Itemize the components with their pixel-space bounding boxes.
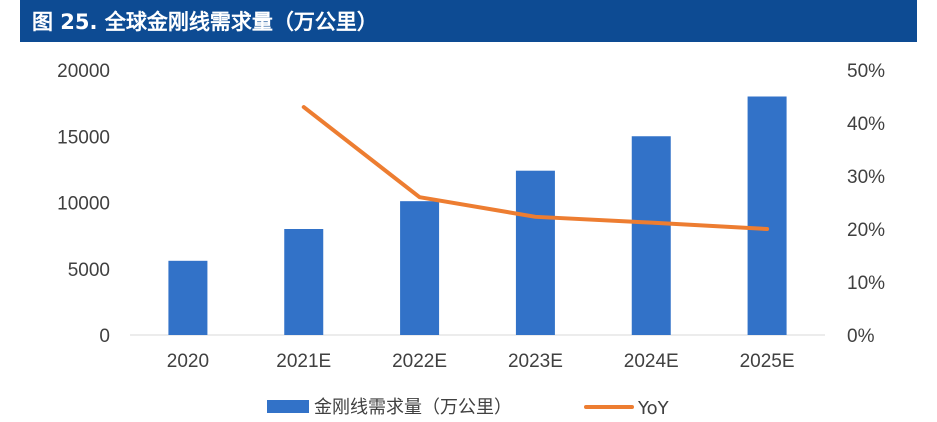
x-tick-label: 2025E	[740, 351, 795, 372]
yoy-point	[765, 227, 769, 231]
legend-bar-swatch	[267, 400, 309, 413]
y-left-tick-label: 20000	[57, 61, 110, 82]
yoy-point	[533, 215, 537, 219]
y-right-tick-label: 0%	[847, 326, 875, 347]
y-left-tick-label: 0	[99, 326, 110, 347]
bar	[747, 96, 787, 335]
legend-bar-label: 金刚线需求量（万公里）	[314, 397, 512, 418]
x-tick-label: 2022E	[392, 351, 447, 372]
x-tick-label: 2023E	[508, 351, 563, 372]
bar	[631, 136, 671, 335]
bar	[168, 260, 208, 335]
y-left-tick-label: 10000	[57, 194, 110, 215]
bar	[400, 201, 440, 335]
y-right-tick-label: 40%	[847, 114, 885, 135]
yoy-point	[302, 105, 306, 109]
x-tick-label: 2020	[167, 351, 209, 372]
x-tick-label: 2024E	[624, 351, 679, 372]
y-right-tick-label: 10%	[847, 273, 885, 294]
legend-line-label: YoY	[637, 398, 670, 419]
bar	[284, 229, 324, 335]
chart-title: 图 25. 全球金刚线需求量（万公里）	[20, 0, 917, 42]
yoy-point	[418, 195, 422, 199]
y-right-tick-label: 30%	[847, 167, 885, 188]
y-left-tick-label: 15000	[57, 127, 110, 148]
y-right-tick-label: 50%	[847, 61, 885, 82]
x-tick-label: 2021E	[276, 351, 331, 372]
bar	[515, 170, 555, 335]
y-left-tick-label: 5000	[68, 260, 110, 281]
y-right-tick-label: 20%	[847, 220, 885, 241]
yoy-point	[649, 221, 653, 225]
